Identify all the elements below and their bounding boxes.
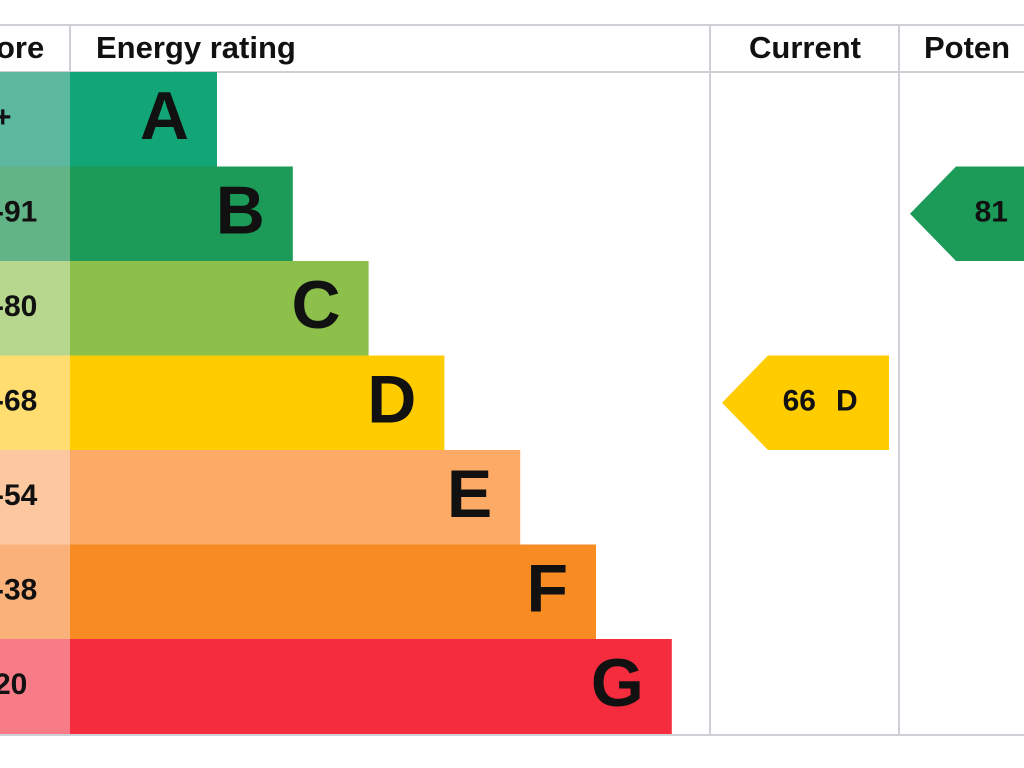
rating-letter: E [447, 456, 492, 532]
rating-letter: B [216, 173, 265, 249]
score-range: -80 [0, 290, 37, 323]
rating-letter: C [291, 267, 340, 343]
rating-header: Energy rating [96, 30, 296, 65]
score-range: -54 [0, 479, 38, 512]
rating-bar [70, 639, 672, 734]
potential-arrow [910, 166, 1024, 261]
potential-header: Poten [924, 30, 1010, 65]
score-range: -38 [0, 574, 37, 607]
score-header: ore [0, 30, 44, 65]
rating-bar [70, 166, 293, 262]
potential-value: 81 [975, 196, 1008, 229]
rating-bar [70, 544, 596, 640]
rating-bar [70, 72, 217, 167]
score-cell [0, 450, 70, 545]
score-cell [0, 355, 70, 451]
rating-bar [70, 355, 445, 451]
score-cell [0, 166, 70, 262]
current-letter: D [836, 385, 858, 418]
current-arrow [722, 355, 889, 450]
score-range: -91 [0, 196, 37, 229]
score-cell [0, 639, 70, 734]
score-cell [0, 261, 70, 356]
rating-letter: F [526, 551, 568, 627]
rating-bar [70, 450, 521, 545]
current-header: Current [749, 30, 861, 65]
score-range: + [0, 101, 12, 134]
rating-letter: D [367, 362, 416, 438]
rating-letter: A [140, 78, 189, 154]
score-range: 20 [0, 668, 27, 701]
score-range: -68 [0, 385, 37, 418]
score-cell [0, 72, 70, 167]
current-value: 66 [783, 385, 816, 418]
rating-letter: G [591, 645, 644, 721]
rating-bar [70, 261, 369, 356]
score-cell [0, 544, 70, 640]
